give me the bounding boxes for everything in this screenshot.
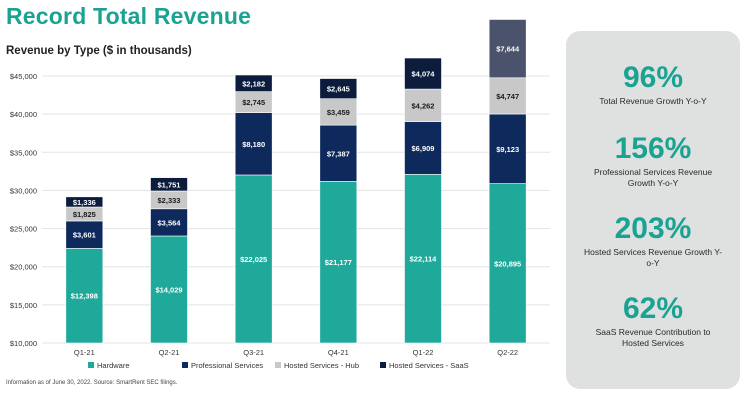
data-label: $3,564 — [158, 218, 182, 227]
stat-value: 203% — [614, 212, 692, 245]
y-tick-label: $40,000 — [10, 110, 37, 119]
data-label: $8,180 — [242, 140, 265, 149]
data-label: $21,177 — [325, 258, 352, 267]
data-label: $20,895 — [494, 259, 521, 268]
stat-total-revenue: 96% Total Revenue Growth Y-o-Y — [566, 61, 740, 107]
bar-segment — [488, 19, 527, 79]
x-tick-label: Q1-21 — [74, 348, 95, 357]
bar-segment — [404, 121, 442, 175]
data-label: $4,074 — [412, 70, 436, 79]
bar-segment — [150, 208, 188, 237]
x-tick-label: Q2-22 — [497, 348, 518, 357]
data-label: $2,745 — [242, 98, 265, 107]
data-label: $1,336 — [73, 198, 96, 207]
stat-value: 96% — [622, 61, 684, 94]
stat-value: 156% — [614, 132, 692, 165]
stat-label: Hosted Services Revenue Growth Y-o-Y — [584, 247, 722, 268]
data-label: $12,398 — [71, 292, 98, 301]
stat-professional-services: 156% Professional Services Revenue Growt… — [566, 132, 740, 189]
x-tick-label: Q3-21 — [243, 348, 264, 357]
bar-segment — [234, 74, 273, 92]
bar-segment — [234, 112, 273, 176]
data-label: $1,751 — [158, 180, 181, 189]
bar-segment — [319, 78, 358, 100]
stat-value: 62% — [622, 292, 684, 325]
data-label: $4,262 — [412, 101, 435, 110]
legend-label: Professional Services — [191, 361, 263, 370]
bar-segment — [404, 174, 442, 344]
data-label: $6,909 — [412, 144, 435, 153]
bar-segment — [404, 57, 442, 90]
data-label: $3,459 — [327, 108, 350, 117]
legend-swatch — [88, 362, 94, 368]
x-tick-label: Q1-22 — [413, 348, 434, 357]
y-tick-label: $25,000 — [10, 225, 37, 234]
bar-segment — [65, 196, 104, 208]
bar-segment — [488, 77, 527, 115]
bar-segment — [65, 248, 104, 344]
data-label: $4,747 — [496, 92, 519, 101]
data-label: $2,182 — [242, 79, 265, 88]
revenue-chart: $10,000 $15,000 $20,000 $25,000 $30,000 $35,0… — [10, 19, 550, 370]
y-tick-label: $20,000 — [10, 263, 37, 272]
data-label: $2,333 — [158, 196, 181, 205]
page-title: Record Total Revenue — [6, 3, 252, 29]
data-label: $22,114 — [410, 255, 438, 264]
legend-swatch — [275, 362, 281, 368]
data-label: $1,825 — [73, 210, 96, 219]
legend-label: Hosted Services - Hub — [284, 361, 359, 370]
y-tick-label: $10,000 — [10, 339, 37, 348]
bar-segment — [150, 177, 188, 192]
legend-swatch — [182, 362, 188, 368]
y-tick-label: $15,000 — [10, 301, 37, 310]
y-tick-label: $35,000 — [10, 148, 37, 157]
x-tick-label: Q4-21 — [328, 348, 349, 357]
data-label: $2,645 — [327, 85, 350, 94]
legend-label: Hosted Services - SaaS — [389, 361, 469, 370]
data-label: $22,025 — [240, 255, 267, 264]
bar-segment — [65, 220, 104, 249]
bar-segment — [488, 113, 527, 184]
bar-segment — [319, 181, 358, 344]
bar-segment — [488, 183, 527, 344]
stat-label: Total Revenue Growth Y-o-Y — [599, 96, 707, 106]
data-label: $9,123 — [496, 145, 519, 154]
data-label: $7,387 — [327, 149, 350, 158]
y-tick-label: $45,000 — [10, 72, 37, 81]
stat-label: Professional Services Revenue Growth Y-o… — [593, 167, 713, 188]
source-footnote: Information as of June 30, 2022. Source:… — [6, 380, 178, 386]
bar-segment — [319, 124, 358, 182]
bar-segment — [150, 235, 188, 344]
data-label: $7,644 — [496, 45, 520, 54]
data-label: $14,029 — [155, 285, 182, 294]
data-label: $3,601 — [73, 231, 96, 240]
chart-title: Revenue by Type ($ in thousands) — [6, 45, 192, 57]
stat-hosted-services: 203% Hosted Services Revenue Growth Y-o-… — [566, 212, 740, 269]
x-tick-label: Q2-21 — [159, 348, 180, 357]
legend-swatch — [380, 362, 386, 368]
y-tick-label: $30,000 — [10, 186, 37, 195]
bar-segment — [319, 98, 358, 126]
bar-segment — [234, 174, 273, 344]
stats-panel: 96% Total Revenue Growth Y-o-Y 156% Prof… — [566, 31, 740, 389]
legend-label: Hardware — [97, 361, 130, 370]
stat-label: SaaS Revenue Contribution to Hosted Serv… — [595, 327, 711, 348]
bar-segment — [404, 88, 442, 122]
stat-saas-contribution: 62% SaaS Revenue Contribution to Hosted … — [566, 292, 740, 349]
